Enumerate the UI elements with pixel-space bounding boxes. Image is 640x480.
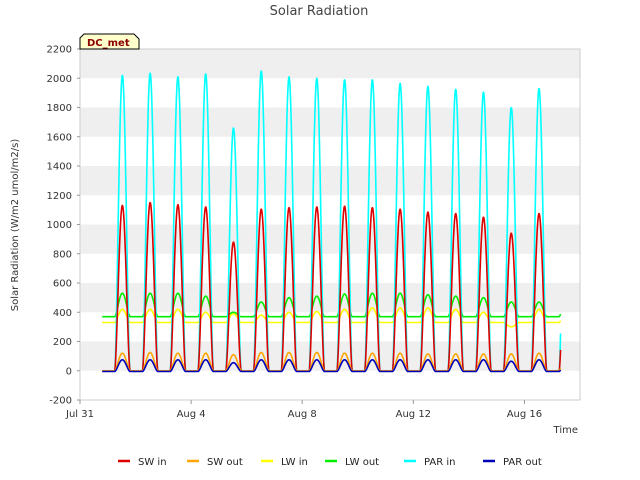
y-tick-label: 200: [53, 337, 72, 348]
legend-item: SW out: [187, 457, 243, 468]
legend-label: LW in: [281, 457, 308, 468]
legend-label: PAR out: [503, 457, 542, 468]
y-tick-label: 600: [53, 279, 72, 290]
series-layer: [101, 70, 562, 373]
y-tick-label: 1800: [47, 103, 72, 114]
chart-title: Solar Radiation: [270, 4, 369, 19]
y-tick-label: 400: [53, 308, 72, 319]
grid-band: [80, 283, 580, 313]
x-tick-label: Aug 4: [177, 409, 206, 420]
x-axis: Jul 31 Aug 4 Aug 8 Aug 12 Aug 16: [65, 400, 542, 420]
legend-item: LW out: [325, 457, 379, 468]
grid-bands: [80, 49, 580, 371]
y-tick-label: 1600: [47, 132, 72, 143]
series-line-lw-out: [101, 292, 562, 318]
x-tick-label: Aug 16: [507, 409, 542, 420]
y-tick-label: 2200: [47, 45, 72, 56]
grid-band: [80, 166, 580, 196]
y-tick-label: 1000: [47, 220, 72, 231]
y-tick-label: 1400: [47, 162, 72, 173]
legend-item: PAR in: [404, 457, 455, 468]
legend: SW in SW out LW in LW out PAR in PAR out: [118, 457, 542, 468]
series-line-par-out: [101, 358, 562, 373]
grid-band: [80, 341, 580, 371]
x-tick-label: Aug 12: [396, 409, 431, 420]
legend-item: PAR out: [483, 457, 542, 468]
station-badge: DC_met: [79, 33, 140, 50]
x-axis-title: Time: [553, 425, 578, 436]
series-line-lw-in: [101, 307, 562, 328]
legend-label: SW out: [207, 457, 243, 468]
y-tick-label: 800: [53, 249, 72, 260]
x-tick-label: Aug 8: [288, 409, 317, 420]
y-tick-label: 0: [66, 366, 72, 377]
grid-band: [80, 49, 580, 79]
y-tick-label: -200: [49, 396, 72, 407]
x-tick-label: Jul 31: [65, 409, 94, 420]
legend-item: SW in: [118, 457, 167, 468]
y-tick-label: 1200: [47, 191, 72, 202]
y-tick-label: 2000: [47, 74, 72, 85]
y-axis: -200 0 200 400 600 800 1000 1200 1400 1600 1800 200…: [47, 45, 80, 407]
legend-label: PAR in: [424, 457, 455, 468]
legend-label: LW out: [345, 457, 379, 468]
grid-band: [80, 224, 580, 254]
legend-item: LW in: [261, 457, 308, 468]
grid-band: [80, 107, 580, 137]
badge-shape: [79, 33, 140, 50]
y-axis-title: Solar Radiation (W/m2 umol/m2/s): [10, 139, 21, 312]
badge-label: DC_met: [87, 38, 130, 49]
legend-label: SW in: [138, 457, 167, 468]
